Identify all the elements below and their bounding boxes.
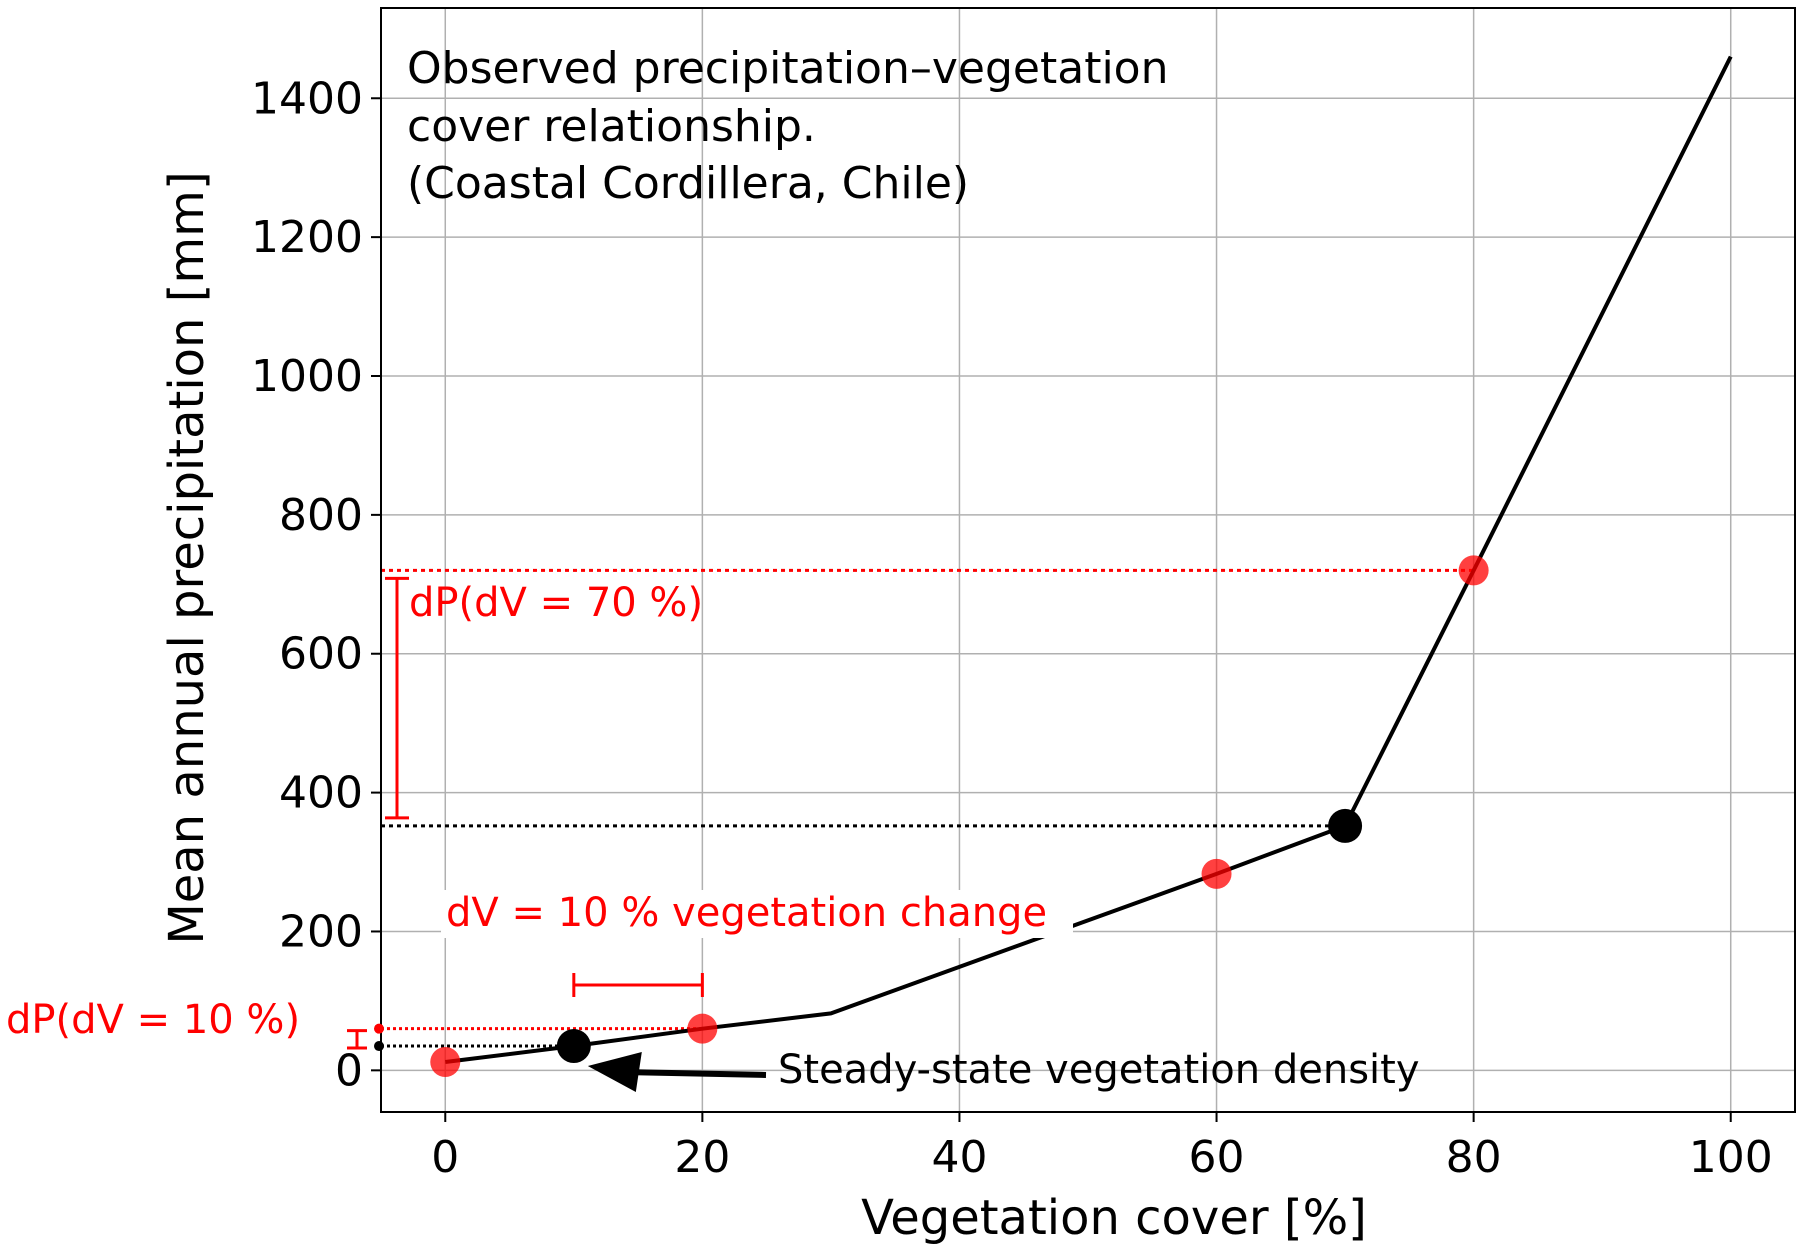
precipitation-curve <box>445 55 1733 1064</box>
annotations <box>347 576 767 1093</box>
title-line-2: cover relationship. <box>407 101 816 152</box>
x-tick-label: 20 <box>674 1132 730 1183</box>
steady-state-label: Steady-state vegetation density <box>778 1047 1420 1093</box>
y-axis-ticks: 0 200 400 600 800 1000 1200 1400 <box>251 73 381 1096</box>
y-axis-label: Mean annual precipitation [mm] <box>159 171 215 944</box>
y-tick-label: 1000 <box>251 351 363 402</box>
dv-label-background <box>441 890 1073 938</box>
title-line-1: Observed precipitation–vegetation <box>407 43 1168 94</box>
data-points <box>430 555 1489 1078</box>
x-axis-ticks: 0 20 40 60 80 100 <box>431 1112 1773 1183</box>
dp10-label: dP(dV = 10 %) <box>6 997 300 1043</box>
dp10-lower-marker <box>374 1041 384 1052</box>
x-tick-label: 40 <box>931 1132 987 1183</box>
dp70-label: dP(dV = 70 %) <box>409 580 703 626</box>
dv-label: dV = 10 % vegetation change <box>446 890 1047 936</box>
y-tick-label: 400 <box>279 768 363 819</box>
x-tick-label: 100 <box>1689 1132 1773 1183</box>
y-tick-label: 1200 <box>251 212 363 263</box>
steady-state-arrow-shaft <box>627 1069 767 1078</box>
red-data-point <box>1201 858 1232 889</box>
guide-lines <box>381 568 1474 1048</box>
x-tick-label: 80 <box>1446 1132 1502 1183</box>
x-axis-label: Vegetation cover [%] <box>861 1190 1367 1246</box>
steady-state-point <box>1328 808 1363 843</box>
plot-frame <box>380 7 1796 1113</box>
y-tick-label: 200 <box>279 906 363 957</box>
x-tick-label: 60 <box>1189 1132 1245 1183</box>
title-line-3: (Coastal Cordillera, Chile) <box>407 158 969 209</box>
chart-title: Observed precipitation–vegetation cover … <box>407 43 1182 209</box>
red-data-point <box>430 1047 461 1078</box>
steady-state-point <box>556 1029 591 1064</box>
steady-state-arrow-head <box>587 1052 642 1093</box>
dp10-upper-marker <box>374 1023 384 1034</box>
y-tick-label: 1400 <box>251 73 363 124</box>
red-data-point <box>1458 555 1489 586</box>
red-data-point <box>687 1013 718 1044</box>
x-tick-label: 0 <box>431 1132 459 1183</box>
y-tick-label: 800 <box>279 490 363 541</box>
y-tick-label: 0 <box>335 1045 363 1096</box>
y-tick-label: 600 <box>279 629 363 680</box>
